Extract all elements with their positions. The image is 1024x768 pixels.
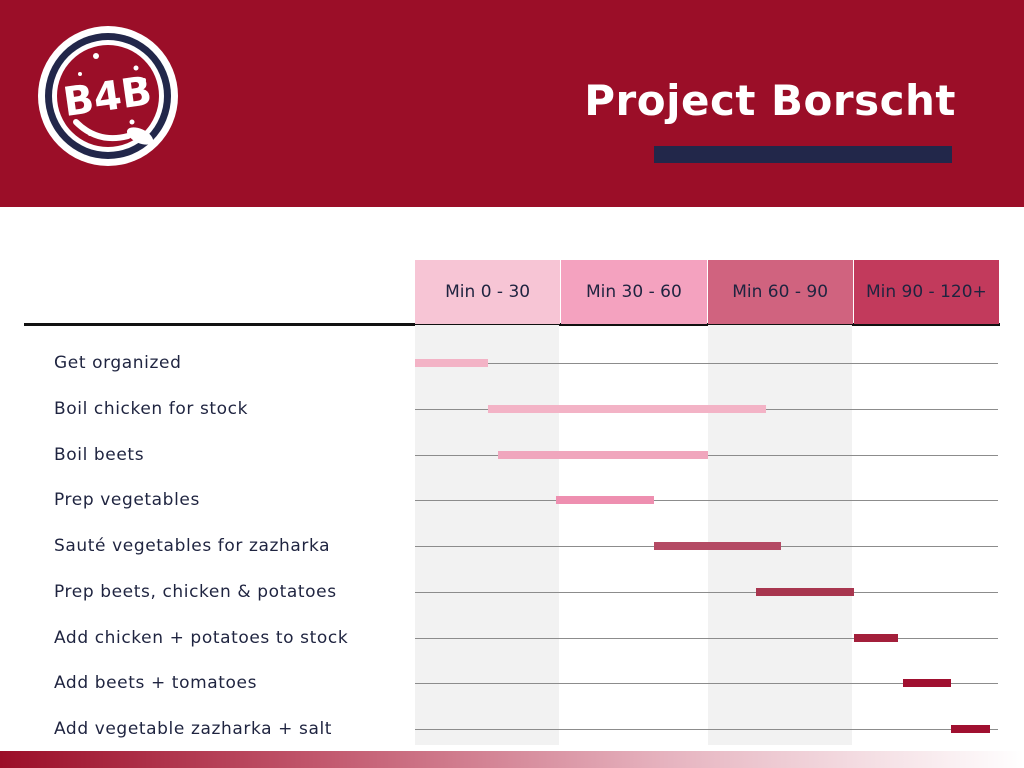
task-label: Boil chicken for stock <box>54 398 249 419</box>
task-label: Sauté vegetables for zazharka <box>54 536 331 556</box>
task-label: Add beets + tomatoes <box>54 673 258 694</box>
period-column-bg <box>707 325 852 745</box>
page-title: Project Borscht <box>584 76 956 125</box>
title-underline <box>654 146 952 163</box>
task-bar <box>653 542 781 550</box>
header-banner: B4B Project Borscht <box>0 0 1024 207</box>
task-label: Prep beets, chicken & potatoes <box>54 581 337 602</box>
period-header: Min 0 - 30 <box>415 260 561 324</box>
period-header: Min 90 - 120+ <box>853 260 999 324</box>
task-bar <box>415 359 489 367</box>
task-bar <box>951 725 991 733</box>
task-row-gridline <box>415 591 998 593</box>
task-row-gridline <box>415 637 998 639</box>
task-bar <box>853 633 898 642</box>
task-label: Boil beets <box>54 444 145 465</box>
task-label: Get organized <box>54 353 182 373</box>
task-label: Add vegetable zazharka + salt <box>54 719 333 739</box>
task-bar <box>497 450 708 459</box>
task-row-gridline <box>415 729 998 730</box>
task-bar <box>488 404 766 413</box>
task-label: Prep vegetables <box>54 490 200 511</box>
soup-bowl-spoon-logo-icon: B4B <box>38 26 178 166</box>
footer-gradient-strip <box>0 751 1024 768</box>
header-rule <box>24 323 1000 326</box>
task-row-gridline <box>415 500 998 502</box>
task-row-gridline <box>415 683 998 685</box>
task-row-gridline <box>415 363 998 364</box>
task-bar <box>556 496 654 505</box>
task-bar <box>902 679 952 688</box>
task-bar <box>756 587 854 596</box>
period-header: Min 30 - 60 <box>561 260 707 324</box>
period-column-bg <box>415 325 560 745</box>
period-header: Min 60 - 90 <box>707 260 853 324</box>
task-label: Add chicken + potatoes to stock <box>54 627 349 648</box>
